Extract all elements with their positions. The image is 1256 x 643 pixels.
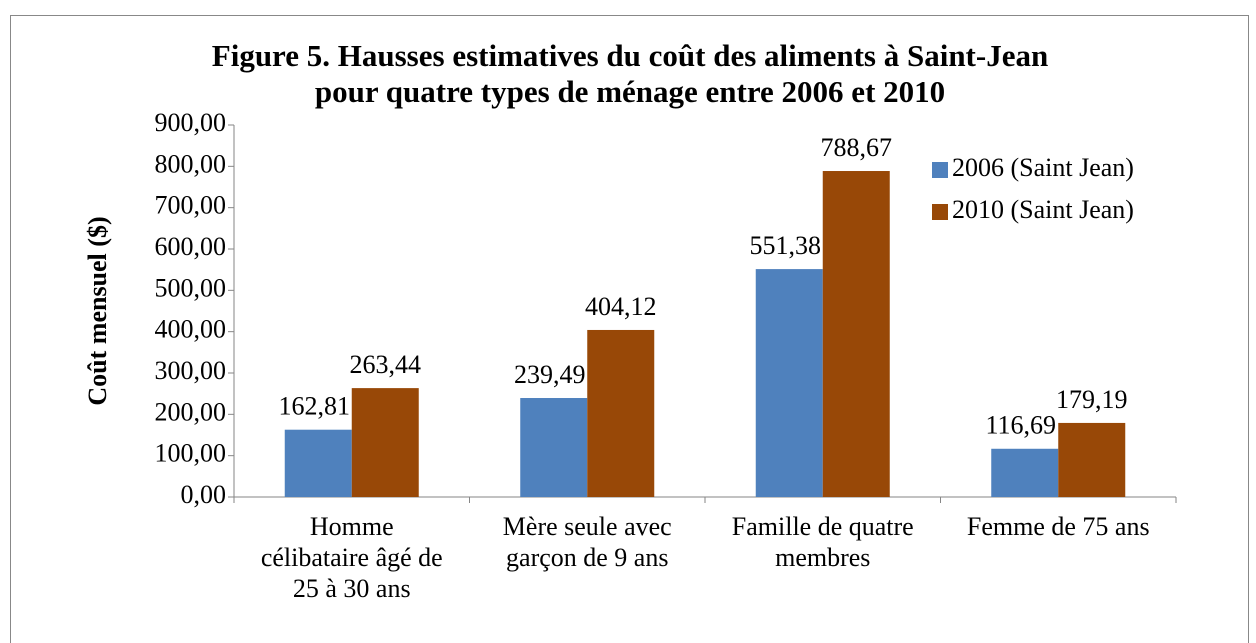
- bar: [755, 269, 823, 497]
- bar: [822, 171, 890, 497]
- x-tick-label: Homme célibataire âgé de 25 à 30 ans: [260, 512, 443, 603]
- legend-label: 2010 (Saint Jean): [952, 195, 1134, 224]
- data-label: 551,38: [750, 231, 822, 260]
- legend-swatch: [932, 162, 948, 178]
- bar: [520, 398, 588, 497]
- y-tick-label: 200,00: [155, 397, 227, 426]
- data-label: 239,49: [514, 360, 586, 389]
- data-label: 162,81: [279, 392, 351, 421]
- y-tick-label: 700,00: [155, 191, 227, 220]
- data-label: 179,19: [1056, 385, 1128, 414]
- bar: [587, 329, 655, 497]
- x-tick-label: Famille de quatre membres: [731, 512, 914, 572]
- y-tick-label: 800,00: [155, 149, 227, 178]
- legend-swatch: [932, 204, 948, 220]
- y-tick-label: 900,00: [155, 108, 227, 137]
- y-tick-label: 0,00: [181, 480, 227, 509]
- data-label: 404,12: [585, 292, 657, 321]
- data-label: 116,69: [985, 411, 1056, 440]
- bar: [284, 429, 352, 497]
- x-tick-label: Mère seule avec garçon de 9 ans: [502, 512, 672, 572]
- y-tick-label: 500,00: [155, 273, 227, 302]
- y-tick-label: 300,00: [155, 356, 227, 385]
- chart-title: Figure 5. Hausses estimatives du coût de…: [211, 38, 1049, 109]
- legend-label: 2006 (Saint Jean): [952, 153, 1134, 182]
- y-tick-label: 100,00: [155, 439, 227, 468]
- data-label: 788,67: [821, 133, 893, 162]
- chart-border: [10, 15, 1249, 643]
- y-tick-label: 400,00: [155, 315, 227, 344]
- bar: [991, 448, 1059, 497]
- y-tick-label: 600,00: [155, 232, 227, 261]
- bar: [1058, 422, 1126, 497]
- bar: [351, 388, 419, 497]
- y-axis-label: Coût mensuel ($): [83, 216, 112, 405]
- data-label: 263,44: [350, 350, 422, 379]
- x-tick-label: Femme de 75 ans: [966, 512, 1150, 541]
